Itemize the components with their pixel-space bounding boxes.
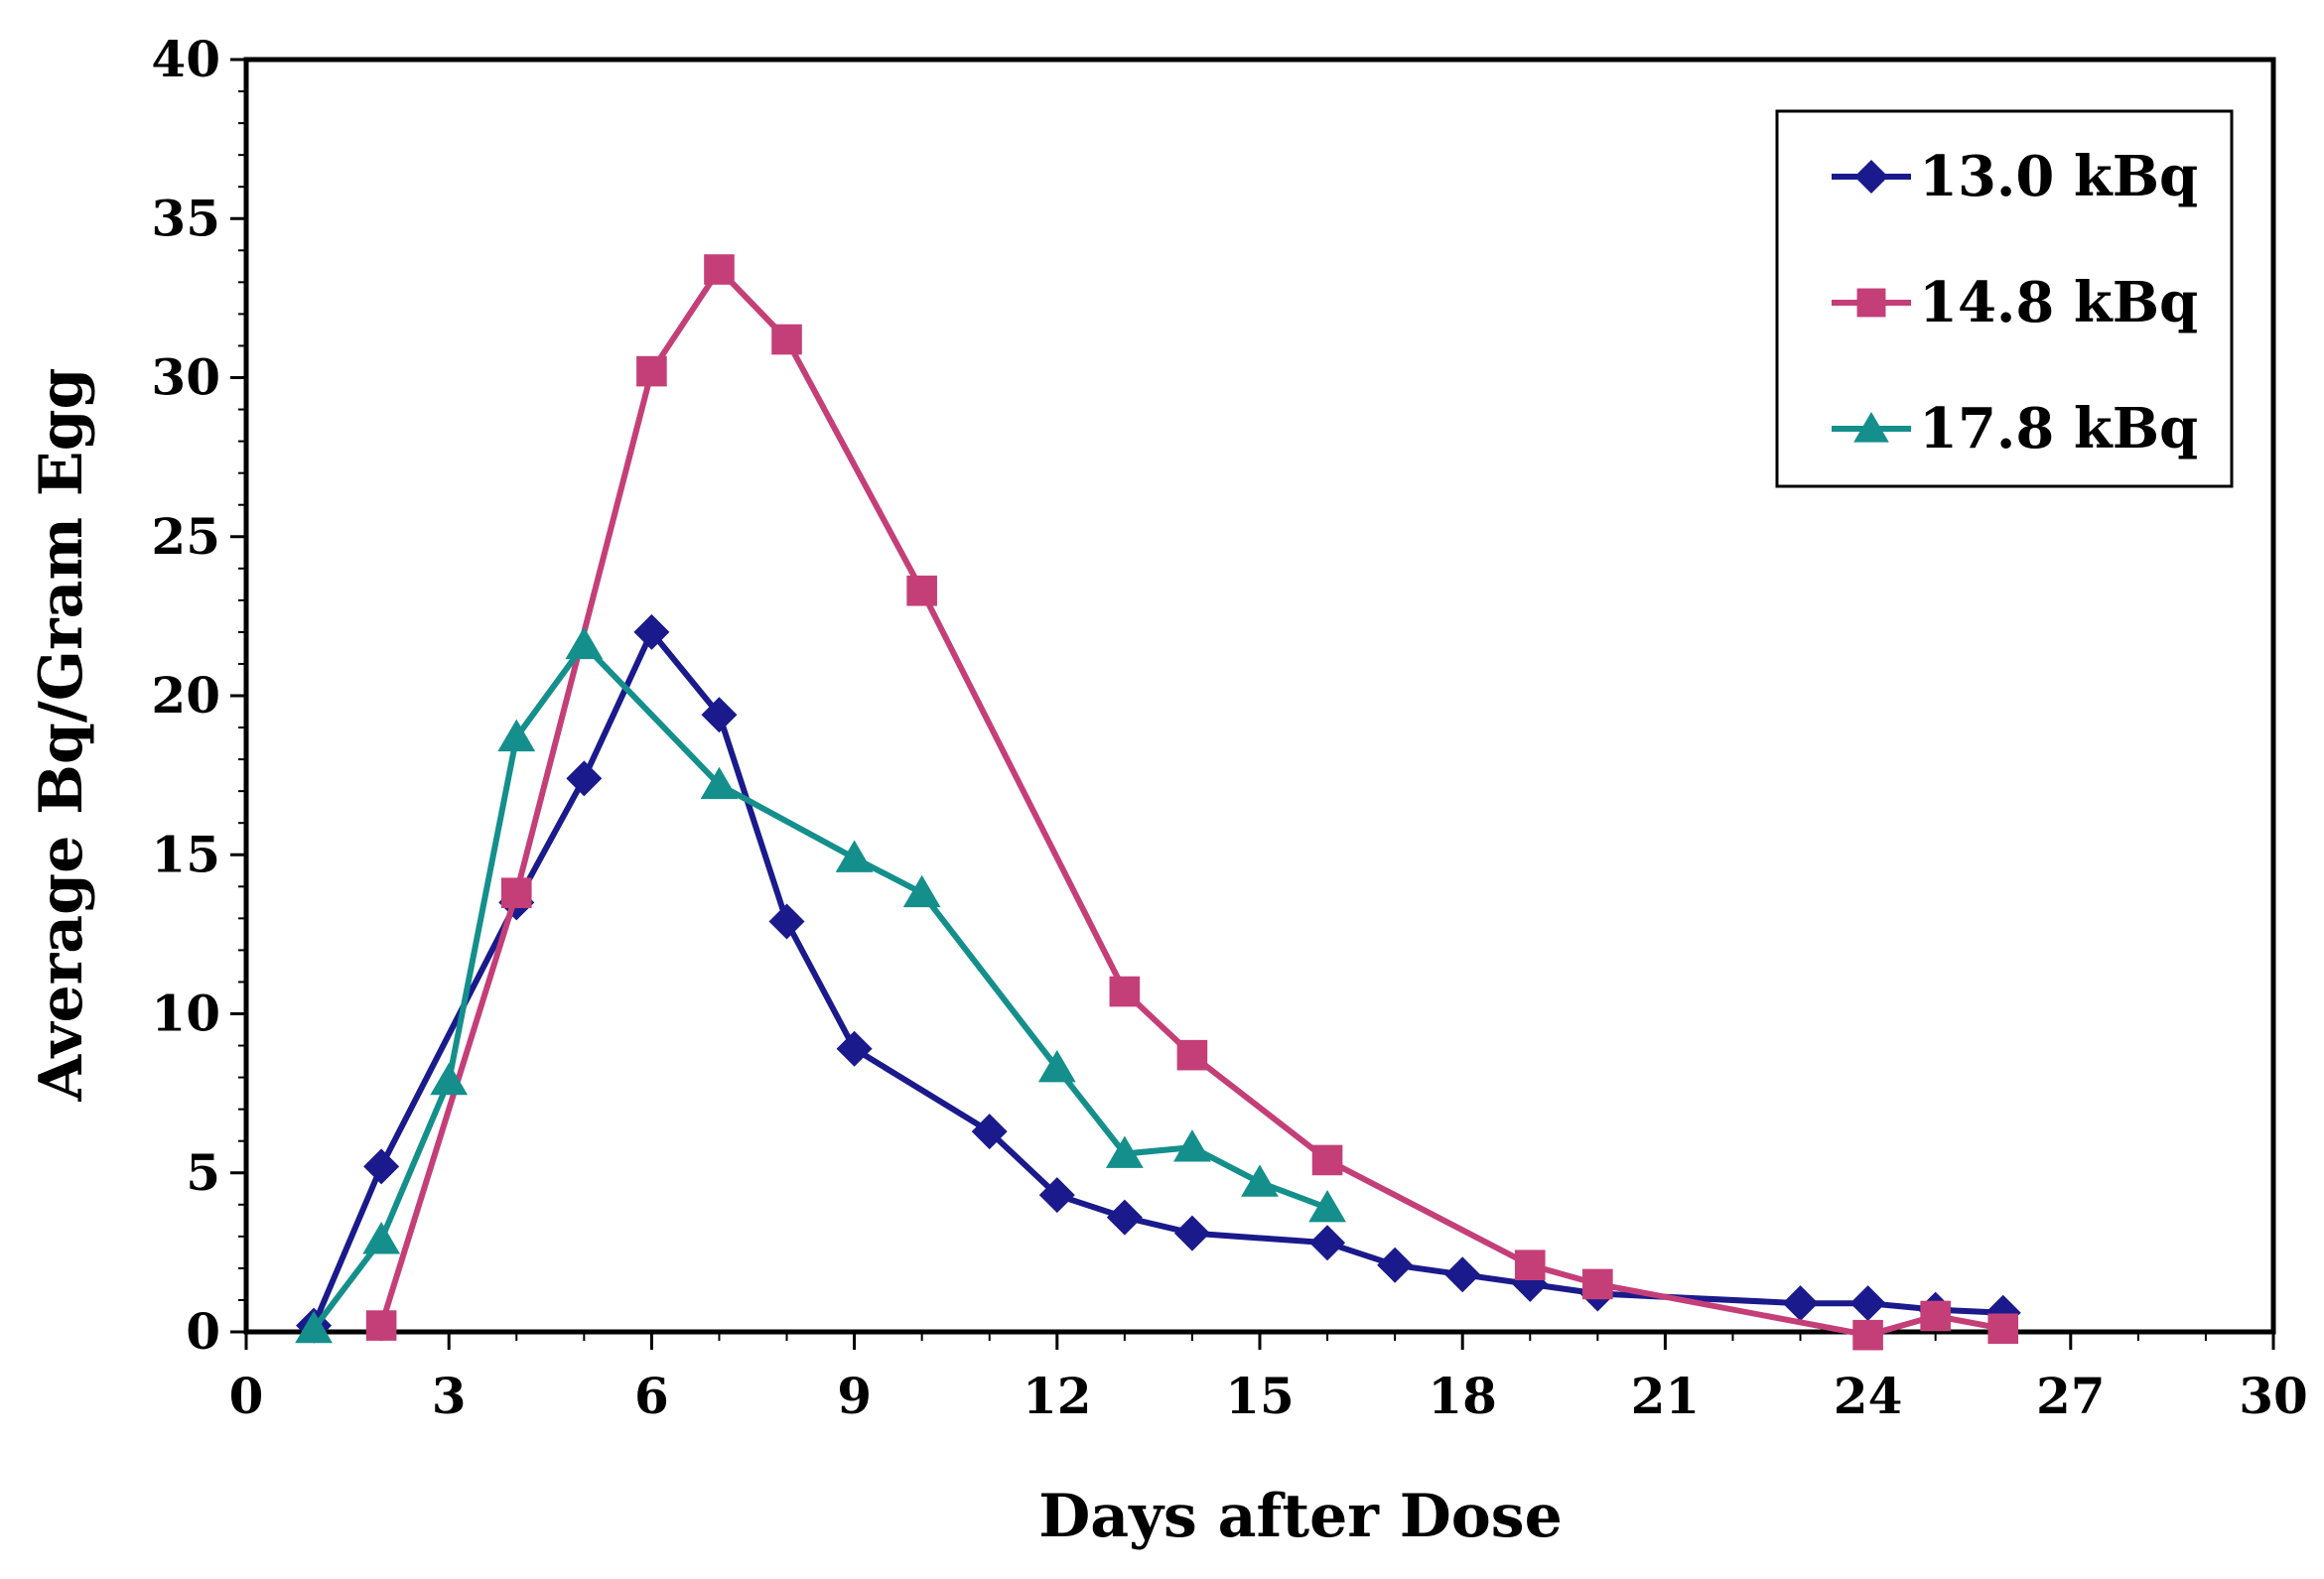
legend-marker-square bbox=[1856, 288, 1886, 318]
series-layer bbox=[295, 254, 2021, 1351]
data-point bbox=[771, 324, 802, 355]
data-point bbox=[1309, 1225, 1346, 1261]
data-point bbox=[1037, 1049, 1076, 1083]
data-point bbox=[362, 1222, 401, 1254]
data-point bbox=[1920, 1300, 1951, 1332]
y-tick-label: 0 bbox=[186, 1302, 220, 1361]
x-tick-label: 30 bbox=[2239, 1367, 2308, 1425]
data-point bbox=[1176, 1039, 1208, 1071]
data-point bbox=[1852, 1319, 1883, 1351]
data-point bbox=[1109, 976, 1141, 1007]
data-point bbox=[1106, 1199, 1143, 1236]
data-point bbox=[295, 1310, 333, 1344]
data-point bbox=[902, 874, 941, 908]
data-point bbox=[1582, 1268, 1613, 1300]
legend-label: 14.8 kBq bbox=[1919, 270, 2198, 335]
data-point bbox=[1241, 1164, 1279, 1197]
data-point bbox=[835, 840, 874, 872]
y-tick-label: 30 bbox=[151, 348, 220, 407]
data-point bbox=[836, 1030, 873, 1067]
data-point bbox=[1377, 1247, 1414, 1283]
data-point bbox=[1444, 1256, 1481, 1293]
y-tick-label: 35 bbox=[151, 189, 220, 247]
data-point bbox=[497, 719, 536, 752]
data-point bbox=[566, 760, 603, 797]
legend: 13.0 kBq 14.8 kBq 17.8 kBq bbox=[1775, 109, 2234, 488]
data-point bbox=[565, 626, 604, 660]
legend-marker-triangle bbox=[1853, 412, 1889, 443]
x-tick-label: 24 bbox=[1834, 1367, 1903, 1425]
x-tick-label: 0 bbox=[229, 1367, 264, 1425]
series-line bbox=[378, 266, 2004, 1339]
x-axis: 0 3 6 9 12 15 18 21 24 27 30 bbox=[229, 1332, 2308, 1425]
data-point bbox=[906, 575, 937, 606]
x-tick-label: 27 bbox=[2036, 1367, 2106, 1425]
data-point bbox=[636, 355, 667, 387]
legend-label: 17.8 kBq bbox=[1919, 396, 2198, 461]
data-point bbox=[1038, 1177, 1075, 1214]
x-tick-label: 15 bbox=[1225, 1367, 1295, 1425]
data-point bbox=[430, 1062, 469, 1096]
x-axis-title: Days after Dose bbox=[1038, 1482, 1563, 1551]
legend-marker-diamond bbox=[1854, 160, 1888, 194]
data-point bbox=[704, 254, 735, 285]
y-axis: 0 5 10 15 20 25 30 35 40 bbox=[151, 30, 246, 1361]
x-tick-label: 21 bbox=[1631, 1367, 1701, 1425]
data-point bbox=[363, 1148, 400, 1185]
data-point bbox=[768, 903, 805, 940]
y-tick-label: 20 bbox=[151, 666, 220, 724]
data-point bbox=[365, 1310, 397, 1341]
data-point bbox=[971, 1114, 1008, 1150]
x-tick-label: 18 bbox=[1428, 1367, 1497, 1425]
y-tick-label: 5 bbox=[186, 1143, 220, 1202]
data-point bbox=[500, 877, 532, 909]
data-point bbox=[633, 613, 670, 650]
y-tick-label: 40 bbox=[151, 30, 220, 88]
legend-label: 13.0 kBq bbox=[1919, 144, 2198, 209]
y-tick-label: 10 bbox=[151, 985, 220, 1043]
y-tick-label: 15 bbox=[151, 825, 220, 883]
data-point bbox=[1782, 1285, 1819, 1322]
data-point bbox=[1173, 1129, 1211, 1162]
data-point bbox=[1105, 1135, 1144, 1168]
x-tick-label: 12 bbox=[1023, 1367, 1092, 1425]
series-triangle bbox=[295, 626, 1346, 1344]
data-point bbox=[1849, 1285, 1886, 1322]
x-tick-label: 6 bbox=[634, 1367, 669, 1425]
data-point bbox=[1311, 1144, 1343, 1176]
data-point bbox=[701, 697, 738, 733]
data-point bbox=[700, 766, 739, 800]
data-point bbox=[1173, 1215, 1210, 1251]
data-point bbox=[1308, 1190, 1346, 1223]
data-point bbox=[1514, 1250, 1546, 1280]
y-tick-label: 25 bbox=[151, 507, 220, 566]
data-point bbox=[1987, 1313, 2019, 1345]
x-tick-label: 9 bbox=[837, 1367, 872, 1425]
series-square bbox=[365, 254, 2019, 1351]
x-tick-label: 3 bbox=[432, 1367, 467, 1425]
y-axis-title: Average Bq/Gram Egg bbox=[27, 368, 96, 1103]
